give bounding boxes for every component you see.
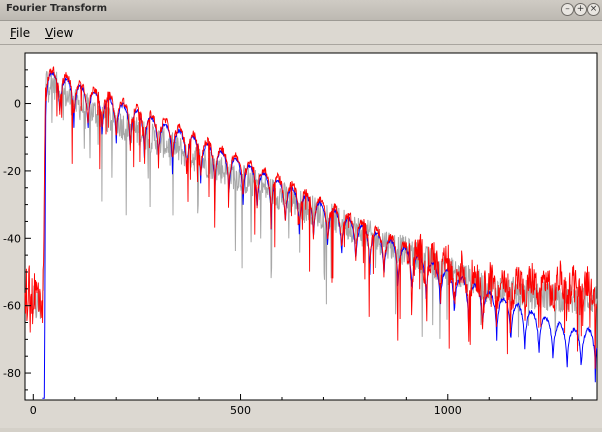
minimize-icon[interactable]: – — [561, 3, 574, 16]
title-bar: Fourier Transform – + × — [0, 0, 602, 21]
plot-area: 0 -20 -40 -60 -80 0 500 1000 — [0, 45, 602, 428]
menu-file[interactable]: File — [10, 26, 31, 40]
red-series-line — [24, 66, 597, 369]
y-tick-label: -80 — [3, 367, 21, 380]
y-tick-label: 0 — [14, 98, 21, 111]
menu-bar: File View — [0, 21, 602, 45]
x-tick-label: 500 — [230, 404, 251, 417]
chart-svg: 0 -20 -40 -60 -80 0 500 1000 — [3, 52, 598, 417]
y-tick-label: -40 — [3, 232, 21, 245]
x-tick-label: 0 — [30, 404, 37, 417]
series-layer — [24, 66, 598, 399]
axis-layer: 0 -20 -40 -60 -80 0 500 1000 — [3, 69, 573, 417]
close-icon[interactable]: × — [587, 3, 600, 16]
plot-frame — [24, 52, 598, 401]
menu-view[interactable]: View — [45, 26, 74, 40]
window-title: Fourier Transform — [6, 3, 108, 14]
blue-series-line — [42, 70, 598, 399]
x-tick-label: 1000 — [434, 404, 462, 417]
y-tick-label: -20 — [3, 165, 21, 178]
y-tick-label: -60 — [3, 300, 21, 313]
maximize-icon[interactable]: + — [574, 3, 587, 16]
